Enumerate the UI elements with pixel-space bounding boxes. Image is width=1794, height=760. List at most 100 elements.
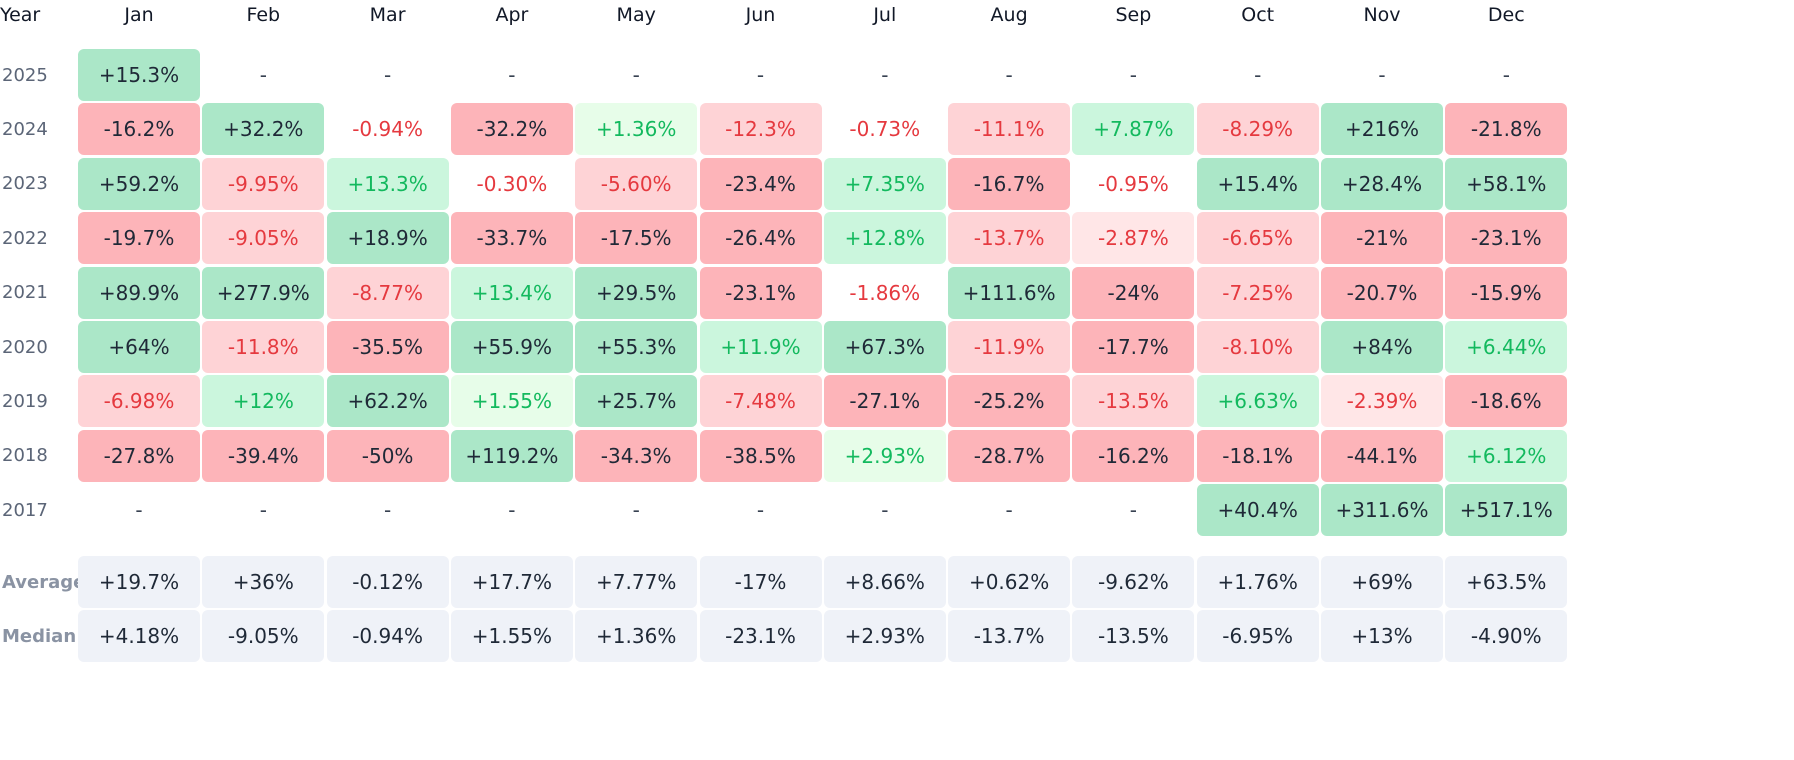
summary-cell-average-apr: +17.7% bbox=[450, 556, 573, 608]
return-cell-2018-jul: +2.93% bbox=[823, 429, 946, 482]
return-cell-2021-mar: -8.77% bbox=[326, 266, 449, 319]
return-cell-2017-aug: - bbox=[1005, 498, 1013, 523]
return-cell-2021-jul: -1.86% bbox=[849, 280, 921, 305]
return-cell-2020-aug: -11.9% bbox=[948, 321, 1071, 373]
summary-cell-median-feb: -9.05% bbox=[202, 610, 325, 663]
return-cell-2017-apr: - bbox=[508, 498, 516, 523]
return-cell-2025-apr: - bbox=[508, 63, 516, 87]
summary-cell-average-dec: +63.5% bbox=[1445, 556, 1568, 608]
return-cell-2017-sep: - bbox=[1129, 498, 1137, 523]
return-cell-2019-jul: -27.1% bbox=[823, 375, 946, 428]
return-cell-2025-jul: - bbox=[881, 63, 889, 87]
return-cell-2021-jan: +89.9% bbox=[78, 266, 200, 319]
return-cell-2022-aug: -13.7% bbox=[948, 212, 1071, 265]
return-cell-2023-mar: +13.3% bbox=[326, 157, 449, 210]
return-cell-2022-oct: -6.65% bbox=[1196, 212, 1319, 265]
return-cell-2024-sep: +7.87% bbox=[1072, 103, 1195, 156]
return-cell-2025-aug: - bbox=[1005, 63, 1013, 87]
return-cell-2019-may: +25.7% bbox=[575, 375, 698, 428]
month-header-jul: Jul bbox=[873, 4, 897, 26]
return-cell-2018-may: -34.3% bbox=[575, 429, 698, 482]
summary-label-average: Average bbox=[2, 571, 86, 593]
month-header-dec: Dec bbox=[1487, 4, 1525, 26]
return-cell-2020-sep: -17.7% bbox=[1072, 321, 1195, 373]
return-cell-2023-oct: +15.4% bbox=[1196, 157, 1319, 210]
month-header-apr: Apr bbox=[495, 4, 529, 26]
month-header-feb: Feb bbox=[246, 4, 281, 26]
return-cell-2021-feb: +277.9% bbox=[202, 266, 325, 319]
return-cell-2021-sep: -24% bbox=[1072, 266, 1195, 319]
return-cell-2017-mar: - bbox=[383, 498, 392, 523]
return-cell-2018-aug: -28.7% bbox=[948, 429, 1071, 482]
return-cell-2024-mar: -0.94% bbox=[352, 117, 423, 142]
return-cell-2019-feb: +12% bbox=[202, 375, 325, 428]
return-cell-2017-jan: - bbox=[135, 498, 143, 523]
return-cell-2023-apr: -0.30% bbox=[476, 171, 548, 196]
return-cell-2022-dec: -23.1% bbox=[1445, 212, 1568, 265]
summary-cell-average-may: +7.77% bbox=[575, 556, 698, 608]
return-cell-2025-nov: - bbox=[1378, 63, 1386, 87]
summary-cell-average-jan: +19.7% bbox=[78, 556, 200, 608]
return-cell-2017-jul: - bbox=[881, 498, 889, 523]
return-cell-2019-jun: -7.48% bbox=[699, 375, 822, 428]
summary-cell-median-sep: -13.5% bbox=[1072, 610, 1195, 663]
summary-cell-median-may: +1.36% bbox=[575, 610, 698, 663]
return-cell-2017-dec: +517.1% bbox=[1445, 484, 1568, 537]
return-cell-2024-feb: +32.2% bbox=[202, 103, 325, 156]
return-cell-2017-nov: +311.6% bbox=[1321, 484, 1443, 537]
year-label-2025: 2025 bbox=[2, 64, 48, 86]
return-cell-2020-may: +55.3% bbox=[575, 321, 698, 373]
return-cell-2025-jan: +15.3% bbox=[78, 49, 200, 101]
return-cell-2023-nov: +28.4% bbox=[1321, 157, 1443, 210]
return-cell-2024-jul: -0.73% bbox=[849, 117, 921, 142]
return-cell-2022-mar: +18.9% bbox=[326, 212, 449, 265]
return-cell-2020-dec: +6.44% bbox=[1445, 321, 1568, 373]
return-cell-2018-nov: -44.1% bbox=[1321, 429, 1443, 482]
return-cell-2021-dec: -15.9% bbox=[1445, 266, 1568, 319]
return-cell-2022-sep: -2.87% bbox=[1072, 212, 1195, 265]
summary-cell-median-jun: -23.1% bbox=[699, 610, 822, 663]
month-header-aug: Aug bbox=[990, 4, 1028, 26]
return-cell-2018-jun: -38.5% bbox=[699, 429, 822, 482]
return-cell-2020-nov: +84% bbox=[1321, 321, 1443, 373]
return-cell-2023-jan: +59.2% bbox=[78, 157, 200, 210]
summary-cell-median-jul: +2.93% bbox=[823, 610, 946, 663]
return-cell-2024-dec: -21.8% bbox=[1445, 103, 1568, 156]
return-cell-2019-nov: -2.39% bbox=[1321, 375, 1443, 428]
return-cell-2021-oct: -7.25% bbox=[1196, 266, 1319, 319]
return-cell-2021-may: +29.5% bbox=[575, 266, 698, 319]
return-cell-2023-jun: -23.4% bbox=[699, 157, 822, 210]
return-cell-2025-dec: - bbox=[1502, 63, 1510, 87]
return-cell-2024-nov: +216% bbox=[1321, 103, 1443, 156]
return-cell-2024-apr: -32.2% bbox=[450, 103, 573, 156]
return-cell-2022-may: -17.5% bbox=[575, 212, 698, 265]
return-cell-2020-mar: -35.5% bbox=[326, 321, 449, 373]
return-cell-2020-oct: -8.10% bbox=[1196, 321, 1319, 373]
year-label-2019: 2019 bbox=[2, 390, 48, 412]
return-cell-2022-jun: -26.4% bbox=[699, 212, 822, 265]
return-cell-2019-apr: +1.55% bbox=[450, 375, 573, 428]
year-label-2017: 2017 bbox=[2, 499, 48, 521]
summary-cell-average-nov: +69% bbox=[1321, 556, 1443, 608]
return-cell-2024-may: +1.36% bbox=[575, 103, 698, 156]
return-cell-2021-jun: -23.1% bbox=[699, 266, 822, 319]
return-cell-2024-aug: -11.1% bbox=[948, 103, 1071, 156]
return-cell-2018-mar: -50% bbox=[326, 429, 449, 482]
return-cell-2022-nov: -21% bbox=[1321, 212, 1443, 265]
return-cell-2018-oct: -18.1% bbox=[1196, 429, 1319, 482]
return-cell-2019-jan: -6.98% bbox=[78, 375, 200, 428]
summary-cell-median-mar: -0.94% bbox=[326, 610, 449, 663]
return-cell-2023-feb: -9.95% bbox=[202, 157, 325, 210]
return-cell-2022-jan: -19.7% bbox=[78, 212, 200, 265]
return-cell-2020-jun: +11.9% bbox=[699, 321, 822, 373]
summary-cell-average-jun: -17% bbox=[699, 556, 822, 608]
month-header-jun: Jun bbox=[745, 4, 776, 26]
return-cell-2017-may: - bbox=[632, 498, 640, 523]
year-column-header: Year bbox=[0, 4, 41, 26]
year-label-2024: 2024 bbox=[2, 118, 48, 140]
return-cell-2019-dec: -18.6% bbox=[1445, 375, 1568, 428]
month-header-oct: Oct bbox=[1241, 4, 1275, 26]
summary-cell-median-nov: +13% bbox=[1321, 610, 1443, 663]
summary-cell-median-aug: -13.7% bbox=[948, 610, 1071, 663]
